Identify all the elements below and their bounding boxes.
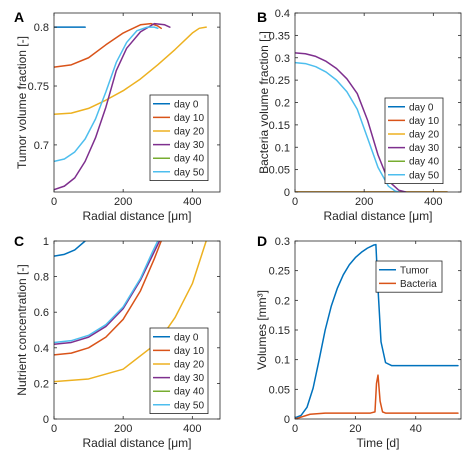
y-tick-label: 0.15	[269, 325, 290, 337]
series-line-tumor	[295, 243, 459, 419]
x-axis-label: Radial distance [μm]	[83, 209, 192, 223]
y-tick-label: 0	[43, 414, 49, 426]
x-tick-label: 200	[114, 423, 132, 435]
x-tick-label: 0	[292, 196, 298, 208]
x-tick-label: 20	[349, 423, 361, 435]
y-tick-label: 0.8	[34, 22, 49, 34]
legend-box	[384, 97, 444, 184]
x-tick-label: 200	[114, 196, 132, 208]
legend-label: day 0	[174, 332, 199, 343]
legend: Tumor Bacteria	[375, 260, 443, 293]
legend-label: day 50	[174, 167, 204, 178]
chart-panel-a: 0 200 400 0.7 0.75 0.8 Radial distance [μm] Tum…	[14, 9, 221, 223]
x-axis-label: Radial distance [μm]	[324, 209, 433, 223]
y-axis-label: Tumor volume fraction [-]	[15, 36, 29, 169]
chart-panel-b: 0 200 400 0 0.05 0.1 0.15 0.2 0.25 0.3 0.35 0.4 Radi…	[257, 8, 462, 223]
legend-label: day 10	[409, 116, 439, 127]
x-axis-label: Time [d]	[357, 436, 400, 450]
x-tick-label: 400	[183, 423, 201, 435]
chart-panel-d: 0 20 40 0 0.05 0.1 0.15 0.2 0.25 0.3 Time [d] Volum…	[255, 233, 462, 450]
series-line-day-10	[54, 241, 162, 356]
y-tick-label: 0.2	[275, 295, 290, 307]
legend-label: day 20	[409, 130, 439, 141]
legend-label: day 10	[174, 346, 204, 357]
legend-box	[149, 327, 209, 414]
series-line-day-0	[54, 241, 86, 257]
y-tick-label: 0.75	[28, 81, 49, 93]
legend-box	[375, 260, 443, 293]
panel-letter: A	[14, 9, 24, 25]
legend-label: day 50	[409, 170, 439, 181]
y-axis-label: Bacteria volume fraction [-]	[257, 31, 271, 174]
panel-letter: B	[257, 9, 267, 25]
chart-panel-c: 0 200 400 0 0.2 0.4 0.6 0.8 1 Radial distance [μm…	[14, 233, 221, 450]
y-tick-label: 0	[284, 187, 290, 199]
series-line-day-20	[54, 26, 207, 116]
legend-label: day 50	[174, 400, 204, 411]
y-tick-label: 0	[284, 414, 290, 426]
legend-label: Tumor	[400, 265, 429, 276]
y-tick-label: 0.1	[275, 355, 290, 367]
legend: day 0 day 10 day 20 day 30 day 40 day 50	[384, 97, 444, 184]
y-tick-label: 0.4	[34, 343, 49, 355]
series-line-day-50	[54, 26, 159, 163]
series-line-day-50	[295, 61, 400, 192]
series-line-day-30	[54, 241, 161, 345]
legend-box	[149, 94, 209, 181]
x-tick-label: 40	[410, 423, 422, 435]
legend-label: day 40	[174, 387, 204, 398]
y-tick-label: 0.05	[269, 165, 290, 177]
x-tick-label: 0	[51, 423, 57, 435]
panel-letter: C	[14, 233, 24, 249]
legend-label: day 40	[174, 154, 204, 165]
x-axis-label: Radial distance [μm]	[83, 436, 192, 450]
legend-label: day 30	[174, 373, 204, 384]
series-line-day-30	[54, 22, 171, 191]
axes-box	[53, 12, 221, 193]
legend-label: day 30	[409, 143, 439, 154]
series-line-day-10	[54, 22, 162, 68]
y-tick-label: 0.05	[269, 384, 290, 396]
y-tick-label: 0.3	[275, 236, 290, 248]
x-tick-label: 400	[424, 196, 442, 208]
series-line-bacteria	[295, 374, 459, 419]
legend-label: Bacteria	[400, 279, 437, 290]
x-tick-label: 0	[51, 196, 57, 208]
y-tick-label: 0.25	[269, 266, 290, 278]
legend-label: day 20	[174, 127, 204, 138]
legend: day 0 day 10 day 20 day 30 day 40 day 50	[149, 327, 209, 414]
x-tick-label: 0	[292, 423, 298, 435]
y-tick-label: 0.8	[34, 272, 49, 284]
series-group	[54, 22, 207, 191]
y-tick-label: 0.4	[275, 8, 290, 20]
series-group	[295, 243, 459, 419]
legend-label: day 10	[174, 113, 204, 124]
legend-label: day 0	[409, 102, 434, 113]
legend-label: day 30	[174, 140, 204, 151]
y-tick-label: 0.2	[275, 98, 290, 110]
legend-label: day 0	[174, 99, 199, 110]
x-tick-label: 400	[183, 196, 201, 208]
legend: day 0 day 10 day 20 day 30 day 40 day 50	[149, 94, 209, 181]
y-tick-label: 0.1	[275, 142, 290, 154]
y-tick-label: 0.7	[34, 140, 49, 152]
axes-box	[53, 240, 221, 420]
y-tick-label: 0.6	[34, 307, 49, 319]
series-line-day-50	[54, 241, 159, 344]
y-axis-label: Nutrient concentration [-]	[15, 264, 29, 395]
y-tick-label: 0.15	[269, 120, 290, 132]
y-tick-label: 0.3	[275, 53, 290, 65]
legend-label: day 20	[174, 360, 204, 371]
y-tick-label: 0.35	[269, 30, 290, 42]
x-tick-label: 200	[355, 196, 373, 208]
y-tick-label: 0.2	[34, 378, 49, 390]
y-tick-label: 1	[43, 236, 49, 248]
y-axis-label: Volumes [mm³]	[255, 290, 269, 370]
y-tick-label: 0.25	[269, 75, 290, 87]
panel-letter: D	[257, 233, 267, 249]
legend-label: day 40	[409, 157, 439, 168]
